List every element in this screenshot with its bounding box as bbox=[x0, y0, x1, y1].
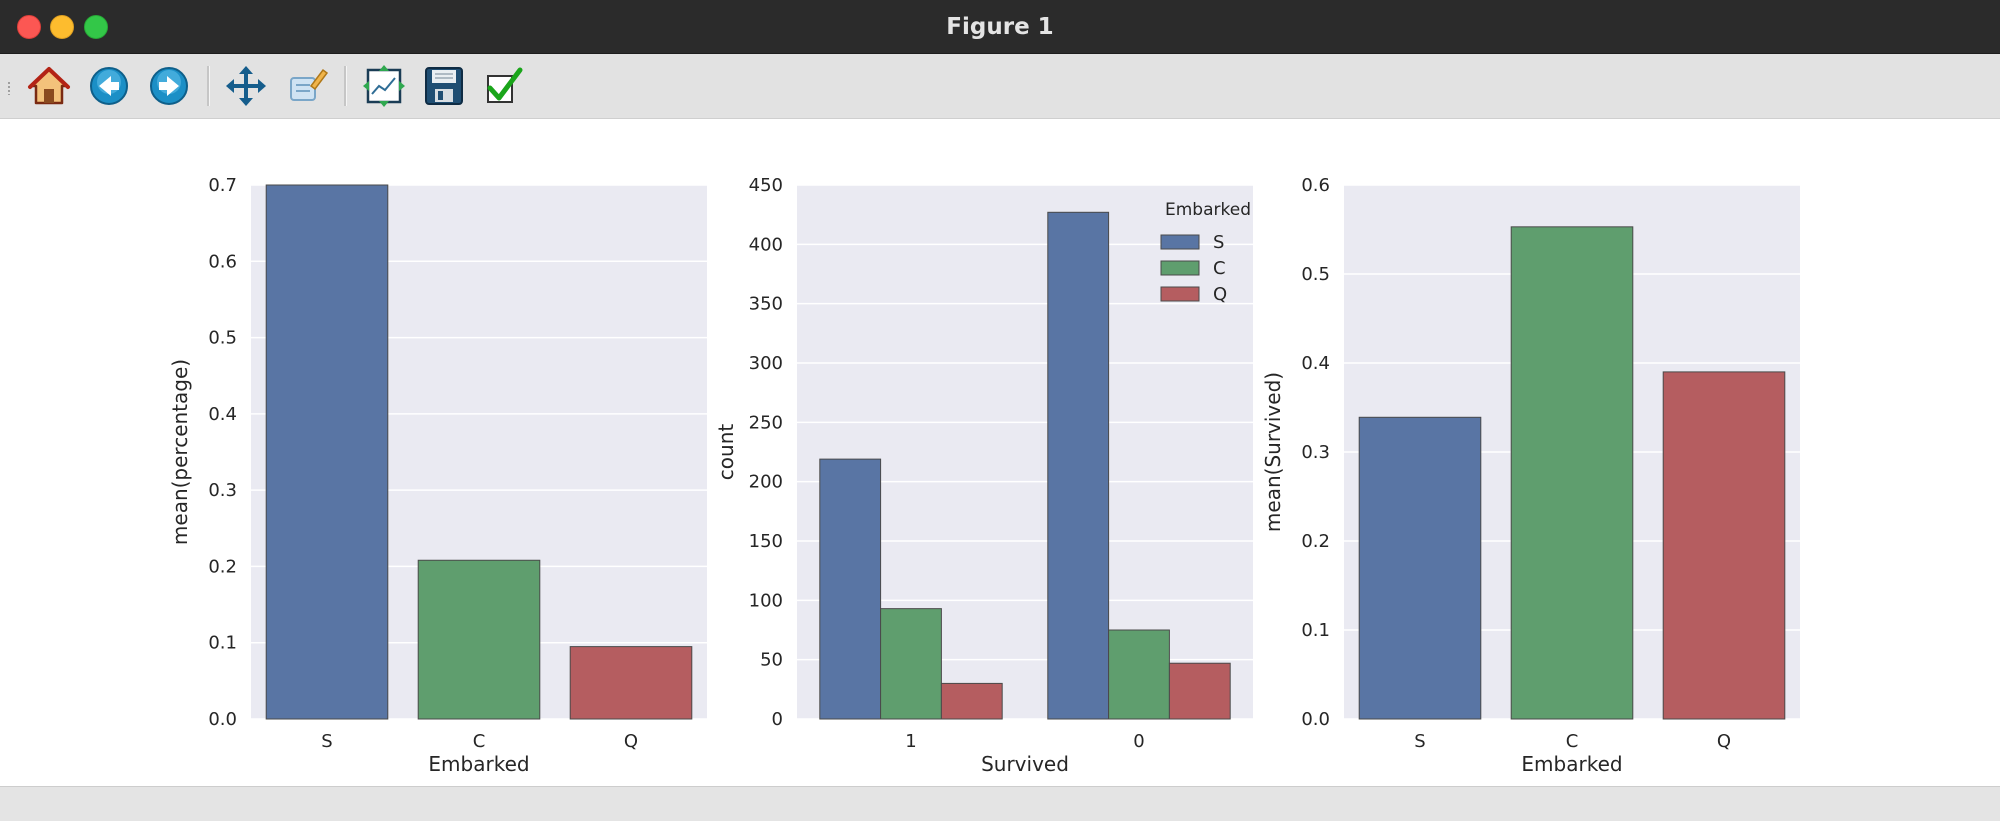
bar-S-0 bbox=[1047, 211, 1110, 720]
x-tick-label: 1 bbox=[905, 731, 916, 752]
figure-plots: 0.00.10.20.30.40.50.60.7S C QEmbarkedmean(… bbox=[168, 175, 1800, 776]
bar-C-0 bbox=[1108, 629, 1170, 720]
legend: Embarked SCQ bbox=[1160, 200, 1251, 305]
bar-Q bbox=[1662, 371, 1786, 720]
legend-label-Q: Q bbox=[1213, 284, 1227, 305]
navigation-toolbar bbox=[0, 54, 2000, 119]
x-tick-label: C bbox=[473, 731, 486, 752]
legend-swatch-S bbox=[1160, 234, 1200, 250]
toolbar-separator bbox=[344, 66, 347, 106]
home-button[interactable] bbox=[27, 64, 71, 108]
maximize-window-button[interactable] bbox=[84, 15, 108, 39]
y-tick-label: 0.3 bbox=[208, 480, 237, 501]
pan-button[interactable] bbox=[224, 64, 268, 108]
legend-swatch-Q bbox=[1160, 286, 1200, 302]
bar-Q-1 bbox=[940, 682, 1003, 720]
save-button[interactable] bbox=[422, 64, 466, 108]
zoom-rect-icon bbox=[290, 68, 329, 101]
y-tick-label: 0.4 bbox=[208, 404, 237, 425]
minimize-window-button[interactable] bbox=[50, 15, 74, 39]
x-axis-label: Embarked bbox=[428, 752, 529, 776]
forward-button[interactable] bbox=[147, 64, 191, 108]
window-title: Figure 1 bbox=[946, 14, 1054, 40]
y-tick-label: 0.0 bbox=[1301, 709, 1330, 730]
forward-arrow-icon bbox=[150, 67, 188, 105]
x-tick-label: 0 bbox=[1133, 731, 1144, 752]
y-tick-label: 300 bbox=[749, 353, 783, 374]
y-axis-label: mean(percentage) bbox=[168, 359, 192, 545]
bar-S-1 bbox=[819, 458, 882, 720]
legend-label-S: S bbox=[1213, 232, 1224, 253]
bar-Q bbox=[569, 646, 693, 720]
y-tick-label: 400 bbox=[749, 234, 783, 255]
y-tick-label: 0.4 bbox=[1301, 353, 1330, 374]
y-axis-label: count bbox=[714, 424, 738, 481]
pan-move-icon bbox=[226, 66, 266, 106]
y-tick-label: 0.7 bbox=[208, 175, 237, 196]
bar-C bbox=[417, 559, 541, 720]
figure-canvas[interactable]: 0.0 0.1 0.2 0.3 0.4 0.5 0.6 0.7 S C Q Embarked mean(… bbox=[0, 119, 2000, 786]
close-window-button[interactable] bbox=[17, 15, 41, 39]
bar-C-1 bbox=[880, 608, 942, 720]
y-tick-label: 0.1 bbox=[1301, 620, 1330, 641]
edit-checkmark-icon bbox=[487, 67, 523, 103]
zoom-button[interactable] bbox=[285, 64, 329, 108]
subplot-2: 0 50 100 150 200 250 300 350 400 450 1 0 Survived cou… bbox=[714, 175, 1253, 776]
subplot-3: 0.0 0.1 0.2 0.3 0.4 0.5 0.6 S C Q Embarked mean(Sur… bbox=[1261, 175, 1800, 776]
y-tick-label: 0.1 bbox=[208, 633, 237, 654]
toolbar-grip[interactable] bbox=[7, 81, 11, 95]
y-axis-label: mean(Survived) bbox=[1261, 372, 1285, 532]
y-tick-label: 150 bbox=[749, 531, 783, 552]
title-bar: Figure 1 bbox=[0, 0, 2000, 54]
y-tick-label: 0.6 bbox=[1301, 175, 1330, 196]
edit-parameters-button[interactable] bbox=[482, 64, 526, 108]
y-tick-label: 0 bbox=[772, 709, 783, 730]
back-arrow-icon bbox=[90, 67, 128, 105]
x-axis-label: Embarked bbox=[1521, 752, 1622, 776]
toolbar-separator bbox=[207, 66, 210, 106]
y-tick-label: 0.2 bbox=[1301, 531, 1330, 552]
y-tick-label: 250 bbox=[749, 412, 783, 433]
bar-C bbox=[1510, 226, 1634, 720]
y-tick-label: 100 bbox=[749, 590, 783, 611]
x-tick-label: C bbox=[1566, 731, 1579, 752]
bar-S bbox=[265, 184, 389, 720]
legend-label-C: C bbox=[1213, 258, 1226, 279]
y-tick-label: 50 bbox=[760, 650, 783, 671]
bar-S bbox=[1358, 416, 1482, 720]
subplot-1: 0.0 0.1 0.2 0.3 0.4 0.5 0.6 0.7 S C Q Embarked mean(… bbox=[168, 175, 707, 776]
y-tick-label: 350 bbox=[749, 294, 783, 315]
configure-subplots-icon bbox=[363, 65, 405, 107]
y-tick-label: 0.5 bbox=[1301, 264, 1330, 285]
bar-Q-0 bbox=[1168, 662, 1231, 720]
x-tick-label: S bbox=[1414, 731, 1425, 752]
subplots-button[interactable] bbox=[362, 64, 406, 108]
y-tick-label: 0.3 bbox=[1301, 442, 1330, 463]
back-button[interactable] bbox=[87, 64, 131, 108]
x-tick-label: S bbox=[321, 731, 332, 752]
y-tick-label: 0.2 bbox=[208, 556, 237, 577]
legend-swatch-C bbox=[1160, 260, 1200, 276]
y-tick-label: 0.6 bbox=[208, 251, 237, 272]
x-tick-label: Q bbox=[624, 731, 638, 752]
save-floppy-icon bbox=[425, 67, 463, 105]
status-bar bbox=[0, 786, 2000, 821]
x-tick-label: Q bbox=[1717, 731, 1731, 752]
legend-title: Embarked bbox=[1165, 200, 1251, 220]
y-tick-label: 450 bbox=[749, 175, 783, 196]
y-tick-label: 0.0 bbox=[208, 709, 237, 730]
home-icon bbox=[28, 67, 70, 105]
x-axis-label: Survived bbox=[981, 752, 1069, 776]
y-tick-label: 0.5 bbox=[208, 328, 237, 349]
y-tick-label: 200 bbox=[749, 472, 783, 493]
